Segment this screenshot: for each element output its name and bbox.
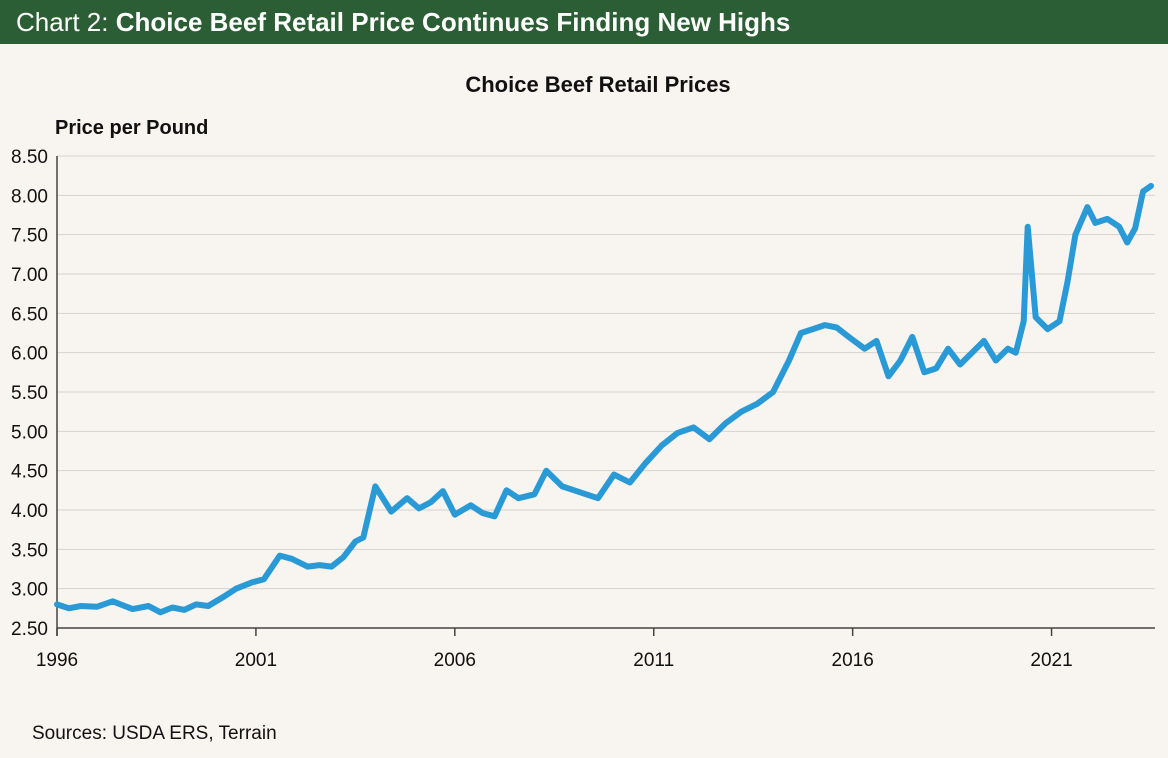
x-tick-label: 2016 [832, 650, 874, 671]
y-tick-label: 7.50 [11, 226, 48, 247]
x-tick-label: 2006 [434, 650, 476, 671]
x-tick-label: 1996 [36, 650, 78, 671]
chart-title: Choice Beef Retail Prices [465, 72, 731, 97]
x-tick-label: 2011 [633, 650, 674, 671]
source-note: Sources: USDA ERS, Terrain [32, 723, 277, 744]
chart-banner: Chart 2: Choice Beef Retail Price Contin… [0, 0, 1168, 44]
line-chart: 8.50 8.00 7.50 7.00 6.50 6.00 5.50 5.00 4.50 4.00… [11, 147, 1155, 671]
x-axis-ticks: 1996 2001 2006 2011 2016 2021 [36, 628, 1073, 671]
y-tick-label: 8.00 [11, 186, 48, 207]
y-tick-label: 3.00 [11, 580, 48, 601]
price-series-line [54, 182, 1154, 616]
y-tick-label: 4.00 [11, 501, 48, 522]
y-tick-label: 5.00 [11, 422, 48, 443]
chart-headline: Choice Beef Retail Price Continues Findi… [115, 7, 791, 37]
chart-number: Chart 2: [16, 7, 116, 37]
x-tick-label: 2001 [235, 650, 277, 671]
y-tick-label: 6.50 [11, 304, 48, 325]
y-tick-label: 3.50 [11, 540, 48, 561]
y-tick-label: 6.00 [11, 344, 48, 365]
y-axis-ticks: 8.50 8.00 7.50 7.00 6.50 6.00 5.50 5.00 4.50 4.00… [11, 147, 48, 640]
x-tick-label: 2021 [1030, 650, 1072, 671]
y-tick-label: 7.00 [11, 265, 48, 286]
y-axis-label: Price per Pound [55, 117, 209, 139]
y-tick-label: 4.50 [11, 462, 48, 483]
y-tick-label: 8.50 [11, 147, 48, 168]
y-tick-label: 2.50 [11, 619, 48, 640]
y-tick-label: 5.50 [11, 383, 48, 404]
gridlines [56, 155, 1155, 636]
